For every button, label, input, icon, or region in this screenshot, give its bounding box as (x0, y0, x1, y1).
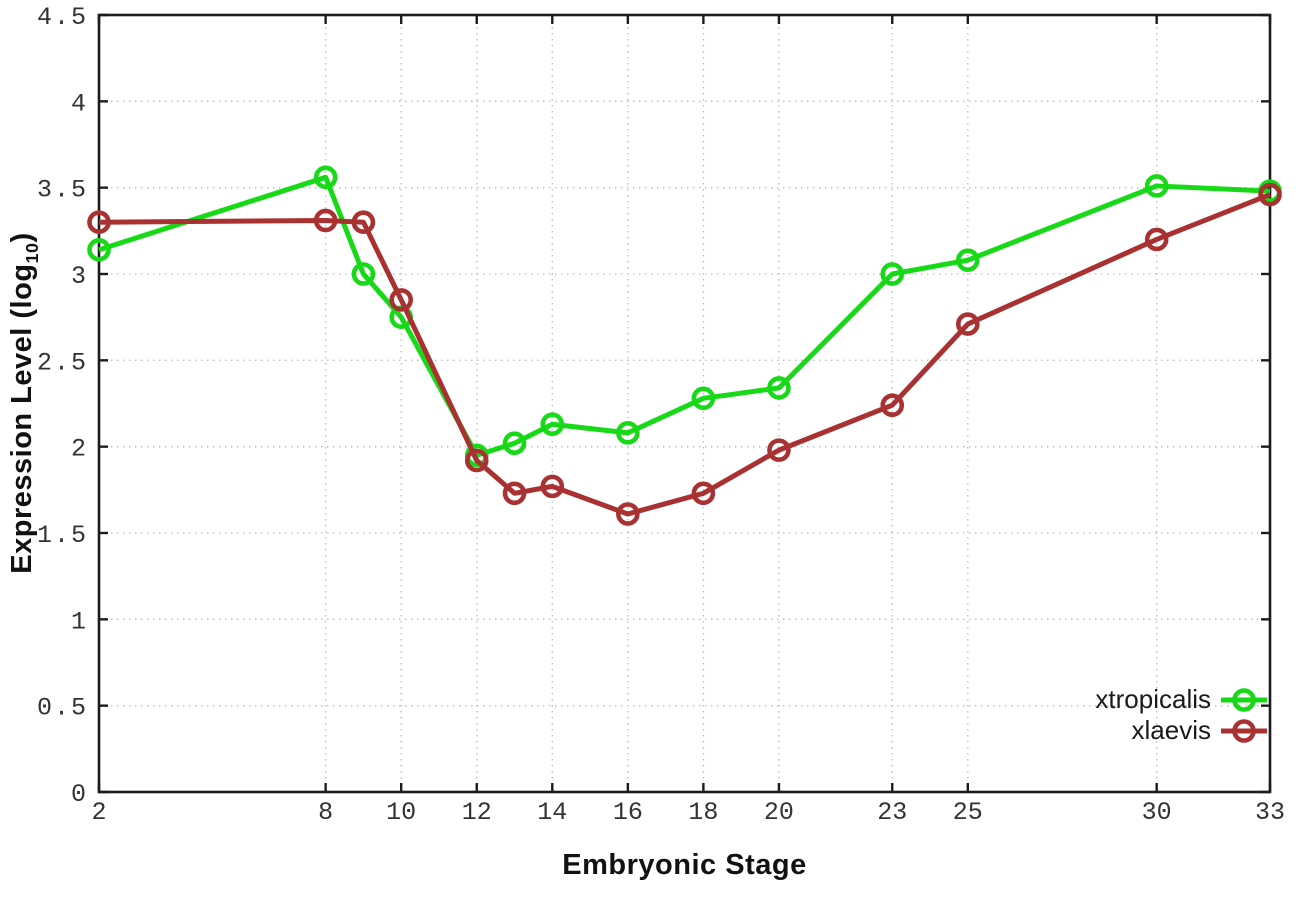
y-tick-label: 3 (71, 262, 88, 291)
data-point-xlaevis (1258, 182, 1282, 207)
series-line-xlaevis (98, 192, 1271, 517)
legend-line-point-icon (1221, 718, 1267, 743)
x-tick-label: 8 (318, 798, 333, 827)
x-tick-label: 16 (613, 798, 643, 827)
data-point-xlaevis (313, 208, 338, 233)
y-axis-title-subscript: 10 (21, 242, 42, 264)
data-point-xlaevis (389, 288, 413, 312)
x-tick-label: 33 (1255, 798, 1285, 827)
x-tick-label: 23 (877, 798, 907, 827)
legend-label-xlaevis: xlaevis (1131, 715, 1211, 745)
data-point-xtropicalis (616, 421, 640, 445)
x-tick-label: 10 (386, 798, 416, 827)
data-point-xlaevis (351, 210, 376, 234)
x-tick-label: 20 (764, 798, 794, 827)
legend: xtropicalis xlaevis (1095, 684, 1268, 746)
y-axis-title-prefix: Expression Level (log (6, 263, 38, 574)
legend-line-point-icon (1221, 687, 1267, 712)
data-point-xlaevis (540, 474, 565, 499)
plot-border (97, 13, 1272, 794)
data-point-xtropicalis (540, 412, 565, 437)
data-point-xlaevis (502, 481, 527, 506)
legend-item-xtropicalis: xtropicalis (1095, 684, 1268, 715)
data-point-xlaevis (464, 448, 489, 473)
x-tick-label: 14 (537, 798, 567, 827)
legend-item-xlaevis: xlaevis (1095, 715, 1268, 746)
x-tick-label: 2 (91, 798, 106, 827)
y-axis-title-suffix: ) (6, 232, 38, 243)
data-point-xlaevis (87, 210, 111, 234)
data-point-xtropicalis (502, 431, 527, 456)
y-tick-label: 4.5 (37, 3, 88, 32)
data-point-xtropicalis (767, 376, 791, 400)
y-tick-label: 1.5 (37, 521, 88, 550)
x-tick-label: 25 (953, 798, 983, 827)
data-point-xlaevis (1144, 227, 1169, 252)
data-point-xlaevis (616, 502, 640, 526)
x-tick-label: 18 (688, 798, 718, 827)
data-point-xlaevis (691, 481, 716, 506)
data-point-xtropicalis (87, 238, 111, 262)
y-tick-label: 2 (71, 435, 88, 464)
x-axis-title: Embryonic Stage (562, 849, 807, 881)
y-axis-title: Expression Level (log10) (6, 14, 43, 792)
data-point-xtropicalis (351, 262, 376, 286)
data-point-xtropicalis (1144, 174, 1169, 198)
x-tick-label: 30 (1142, 798, 1172, 827)
data-point-xlaevis (767, 438, 791, 462)
data-point-xtropicalis (691, 386, 716, 411)
data-point-xtropicalis (880, 262, 905, 286)
y-tick-label: 0 (71, 780, 88, 809)
data-point-xtropicalis (956, 248, 980, 272)
y-tick-label: 4 (71, 89, 88, 118)
y-tick-label: 2.5 (37, 348, 88, 377)
data-point-xlaevis (956, 312, 980, 336)
data-point-xlaevis (880, 393, 905, 418)
y-tick-label: 1 (71, 607, 88, 636)
y-tick-label: 0.5 (37, 694, 88, 723)
x-tick-label: 12 (462, 798, 492, 827)
y-tick-label: 3.5 (37, 176, 88, 205)
legend-label-xtropicalis: xtropicalis (1095, 684, 1211, 714)
data-point-xtropicalis (313, 165, 338, 190)
